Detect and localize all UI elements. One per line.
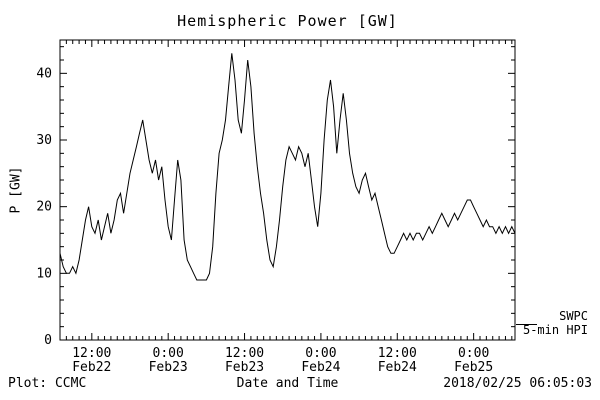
y-tick-label: 0 — [44, 333, 52, 348]
y-tick-label: 40 — [36, 66, 52, 81]
x-tick-time-label: 12:00 — [378, 346, 417, 361]
x-tick-time-label: 12:00 — [72, 346, 111, 361]
x-tick-date-label: Feb24 — [378, 360, 417, 375]
x-tick-date-label: Feb23 — [225, 360, 264, 375]
hpi-data-line — [59, 53, 516, 281]
legend-label-hpi: 5-min HPI — [522, 323, 588, 337]
x-tick-time-label: 12:00 — [225, 346, 264, 361]
x-tick-date-label: Feb22 — [72, 360, 111, 375]
legend-label-swpc: SWPC — [559, 309, 588, 323]
y-tick-label: 10 — [36, 266, 52, 281]
y-tick-label: 30 — [36, 133, 52, 148]
plot-timestamp: 2018/02/25 06:05:03 — [443, 376, 592, 391]
x-axis-label: Date and Time — [236, 376, 339, 391]
x-tick-time-label: 0:00 — [153, 346, 184, 361]
plot-frame — [59, 39, 516, 341]
x-tick-date-label: Feb25 — [454, 360, 493, 375]
x-tick-time-label: 0:00 — [305, 346, 336, 361]
x-tick-date-label: Feb24 — [301, 360, 340, 375]
x-tick-date-label: Feb23 — [149, 360, 188, 375]
chart-title: Hemispheric Power [GW] — [177, 12, 398, 30]
plot-source-text: Plot: CCMC — [8, 376, 87, 391]
x-tick-time-label: 0:00 — [458, 346, 489, 361]
y-axis-label: P [GW] — [8, 166, 24, 214]
y-tick-label: 20 — [36, 200, 52, 215]
legend-line-sample — [516, 324, 537, 325]
